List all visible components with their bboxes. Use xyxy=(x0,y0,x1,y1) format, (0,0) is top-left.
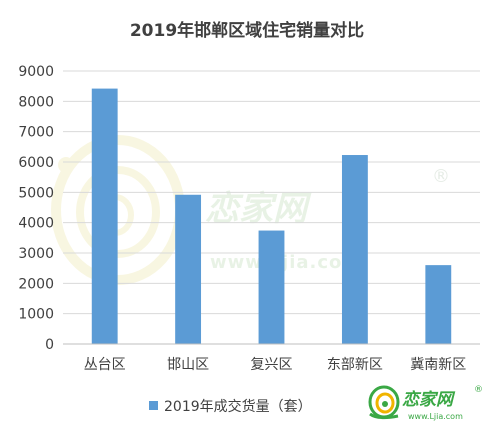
y-tick-label: 4000 xyxy=(18,216,54,232)
watermark-url: www.Ljia.com xyxy=(210,252,362,273)
y-tick-label: 9000 xyxy=(18,64,54,80)
y-tick-label: 3000 xyxy=(18,246,54,262)
x-category-label: 东部新区 xyxy=(327,357,383,373)
x-category-label: 复兴区 xyxy=(251,356,293,373)
legend: 2019年成交货量（套） xyxy=(149,398,312,415)
bars xyxy=(91,88,452,345)
y-tick-label: 8000 xyxy=(18,94,54,110)
chart-title: 2019年邯郸区域住宅销量对比 xyxy=(130,20,364,41)
y-tick-label: 0 xyxy=(45,337,54,353)
bar-2 xyxy=(175,194,202,344)
y-tick-label: 2000 xyxy=(18,276,54,292)
bar-3 xyxy=(258,230,285,344)
brand-logo: 恋家网 ® www.Ljia.com xyxy=(368,385,483,421)
bar-5 xyxy=(425,265,452,344)
legend-label: 2019年成交货量（套） xyxy=(164,398,312,415)
bar-4 xyxy=(341,155,368,344)
watermark-registered-mark: ® xyxy=(432,166,450,187)
x-category-label: 冀南新区 xyxy=(410,357,466,373)
y-axis-ticks: 0 1000 2000 3000 4000 5000 6000 7000 8000 9000 xyxy=(18,64,54,353)
bar-1 xyxy=(91,88,118,345)
snail-watermark-icon xyxy=(51,135,185,285)
x-category-label: 邯山区 xyxy=(167,357,209,373)
snail-logo-icon xyxy=(368,385,400,420)
logo-url: www.Ljia.com xyxy=(408,412,463,421)
y-tick-label: 1000 xyxy=(18,307,54,323)
y-tick-label: 6000 xyxy=(18,155,54,171)
x-axis-categories: 丛台区 邯山区 复兴区 东部新区 冀南新区 xyxy=(84,356,467,373)
legend-swatch xyxy=(149,401,158,410)
logo-text: 恋家网 xyxy=(402,390,456,410)
x-category-label: 丛台区 xyxy=(84,357,126,373)
y-tick-label: 7000 xyxy=(18,125,54,141)
y-tick-label: 5000 xyxy=(18,185,54,201)
logo-registered-mark: ® xyxy=(474,385,483,395)
